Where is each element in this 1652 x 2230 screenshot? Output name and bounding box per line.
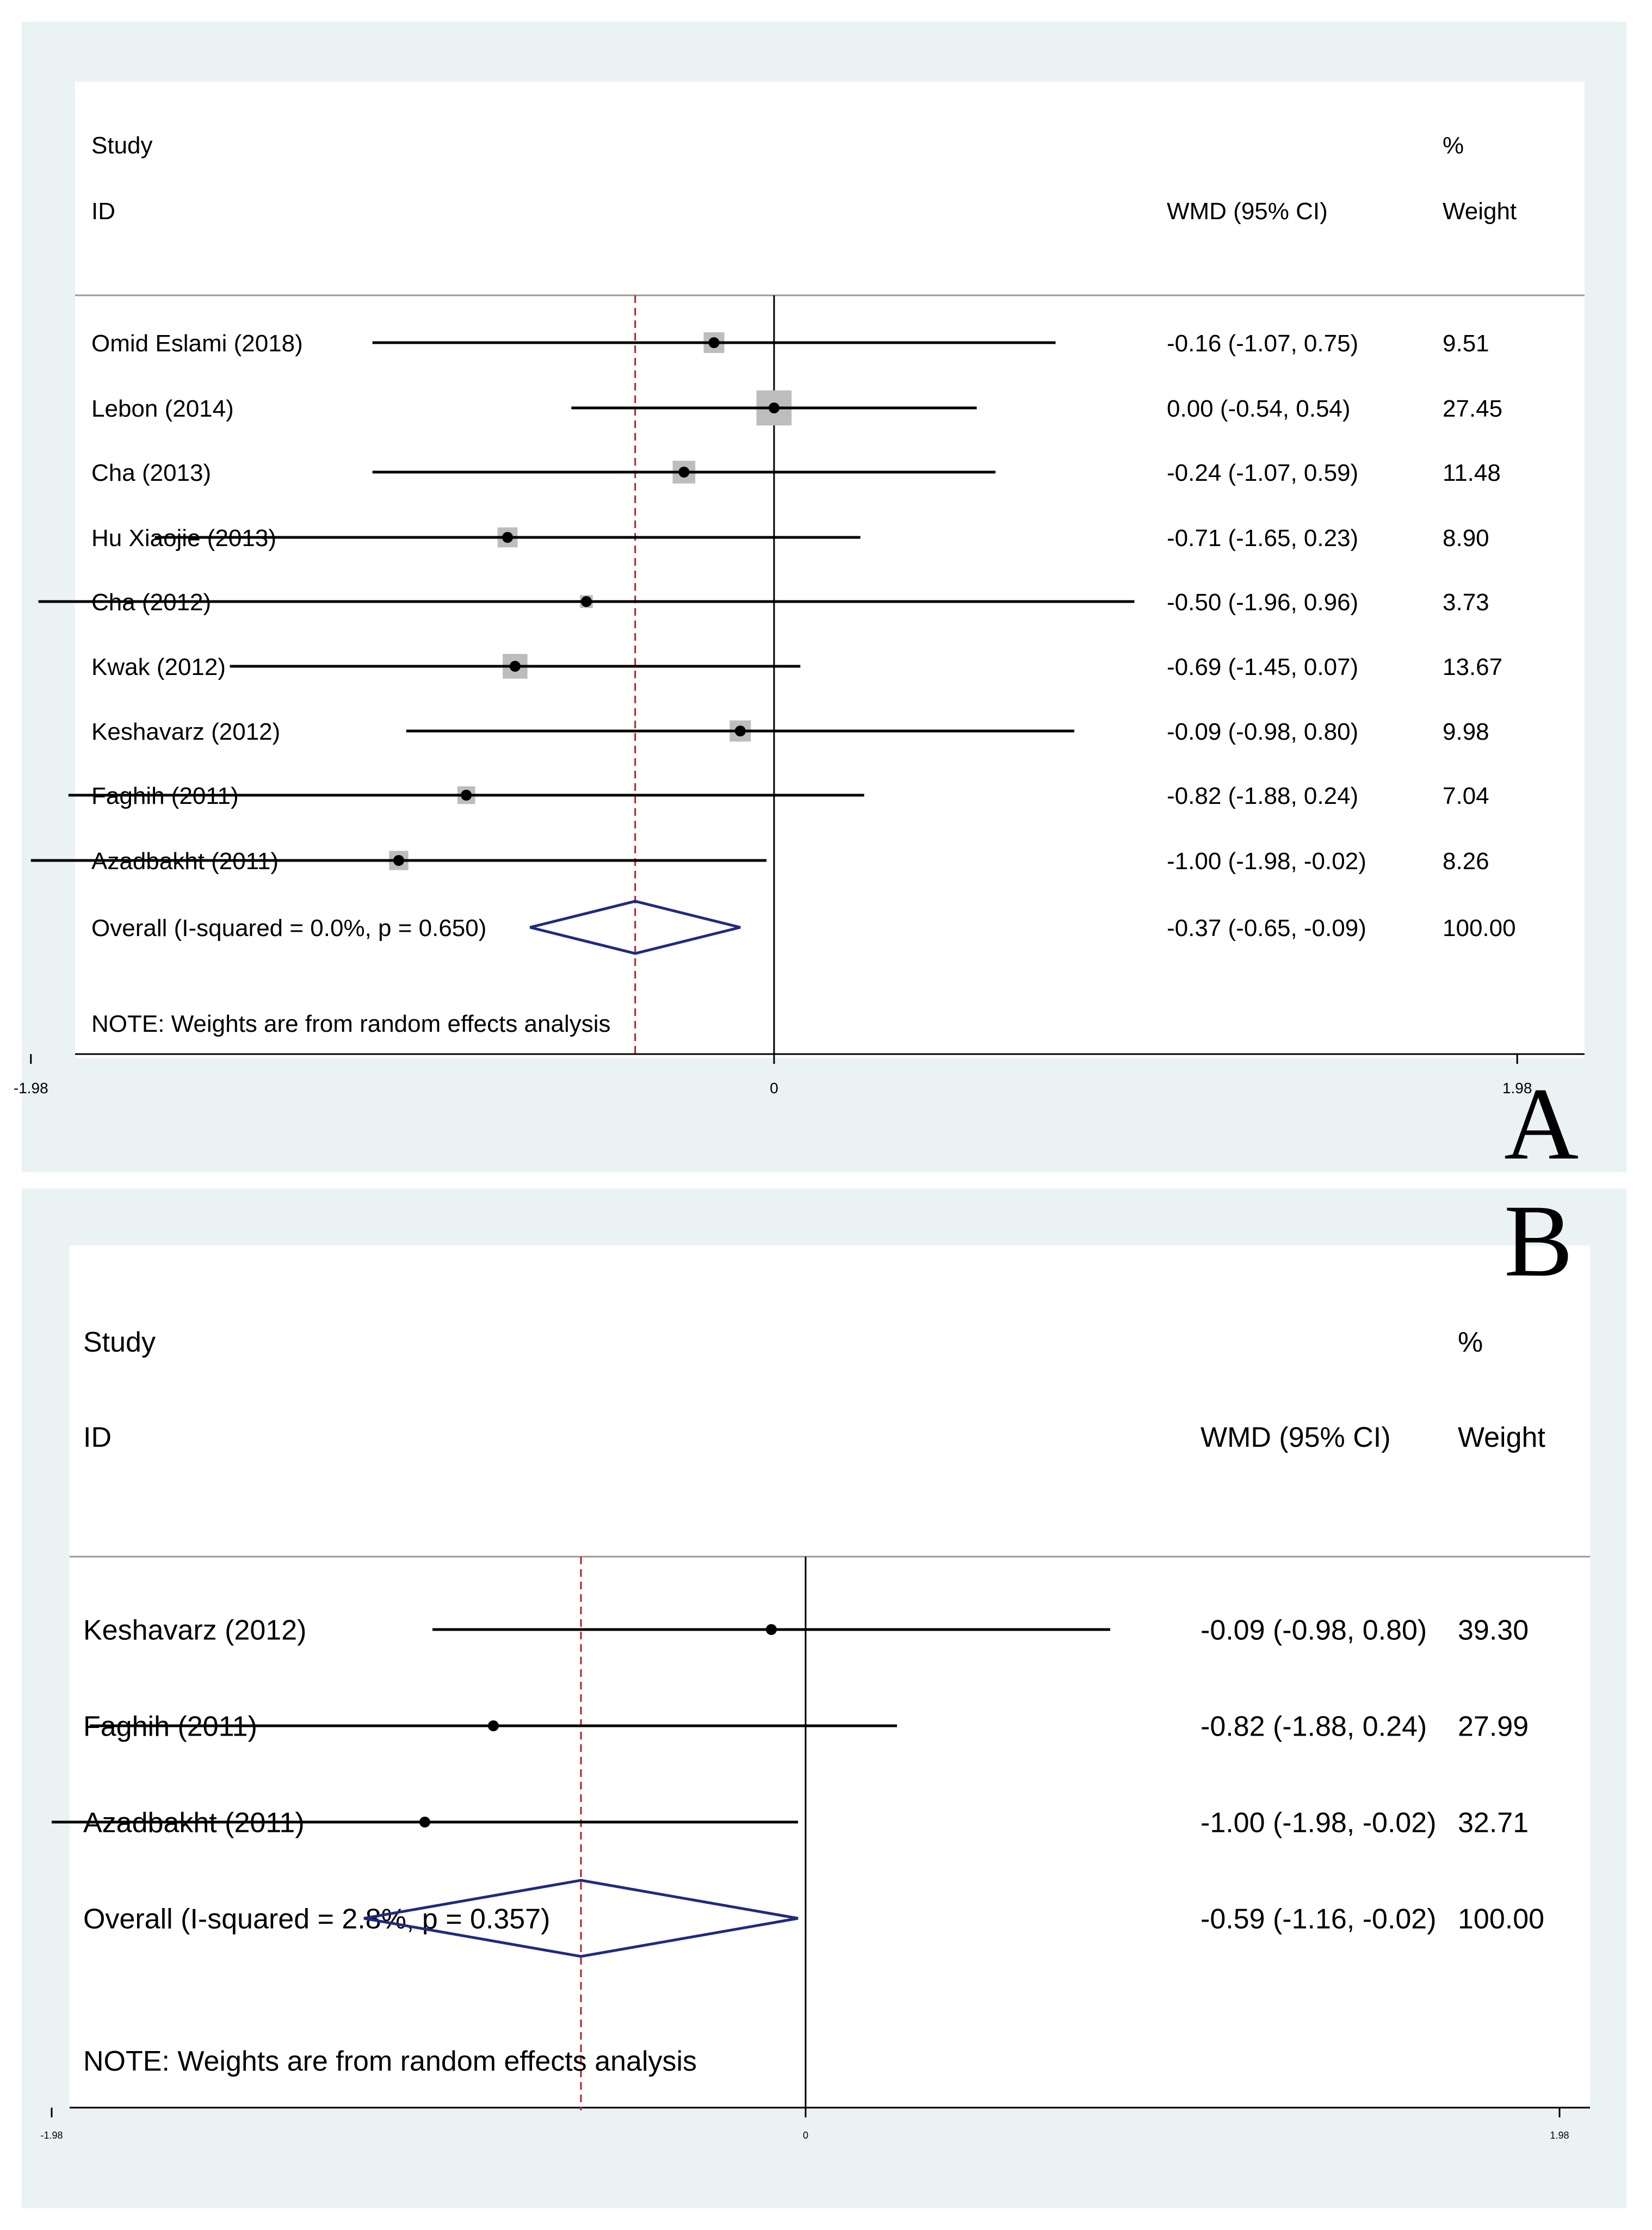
x-axis-tick-label: 1.98 bbox=[1550, 2130, 1569, 2141]
study-label: Cha (2013) bbox=[91, 460, 211, 486]
weight-text: 27.99 bbox=[1458, 1711, 1529, 1743]
x-axis-tick-label: -1.98 bbox=[40, 2130, 63, 2141]
weight-text: 32.71 bbox=[1458, 1807, 1529, 1839]
overall-diamond bbox=[529, 900, 741, 955]
weight-text: 27.45 bbox=[1443, 395, 1502, 422]
overall-weight-text: 100.00 bbox=[1458, 1904, 1544, 1935]
ci-text: -0.24 (-1.07, 0.59) bbox=[1167, 460, 1358, 486]
point-estimate bbox=[509, 661, 521, 672]
header-id-label: ID bbox=[83, 1422, 112, 1453]
x-axis-tick-label: 0 bbox=[803, 2130, 808, 2141]
study-label: Omid Eslami (2018) bbox=[91, 330, 303, 357]
header-weight-label: Weight bbox=[1458, 1422, 1545, 1453]
point-estimate bbox=[581, 596, 592, 607]
study-label: Lebon (2014) bbox=[91, 395, 234, 422]
point-estimate bbox=[678, 467, 690, 478]
overall-diamond bbox=[363, 1879, 799, 1958]
study-label: Kwak (2012) bbox=[91, 654, 226, 680]
study-label: Keshavarz (2012) bbox=[83, 1615, 306, 1646]
point-estimate bbox=[734, 726, 746, 736]
point-estimate bbox=[766, 1624, 777, 1635]
ci-text: -0.82 (-1.88, 0.24) bbox=[1201, 1711, 1427, 1743]
weight-text: 11.48 bbox=[1443, 460, 1501, 486]
weight-text: 8.26 bbox=[1443, 848, 1489, 875]
panel-a-background bbox=[75, 82, 1585, 1058]
overall-label: Overall (I-squared = 2.8%, p = 0.357) bbox=[83, 1904, 550, 1935]
weight-text: 13.67 bbox=[1443, 654, 1502, 680]
overall-ci-text: -0.37 (-0.65, -0.09) bbox=[1167, 915, 1366, 941]
ci-text: -0.50 (-1.96, 0.96) bbox=[1167, 589, 1358, 616]
ci-text: -1.00 (-1.98, -0.02) bbox=[1201, 1807, 1437, 1839]
weight-text: 9.98 bbox=[1443, 718, 1489, 745]
header-study-label: Study bbox=[91, 132, 153, 159]
panel-label-b: B bbox=[1504, 1184, 1573, 1298]
overall-label: Overall (I-squared = 0.0%, p = 0.650) bbox=[91, 915, 486, 941]
header-id-label: ID bbox=[91, 198, 115, 225]
ci-text: -0.69 (-1.45, 0.07) bbox=[1167, 654, 1358, 680]
point-estimate bbox=[708, 337, 720, 348]
header-weight-label: Weight bbox=[1443, 198, 1517, 225]
panel-b-background bbox=[70, 1246, 1590, 2108]
point-estimate bbox=[461, 790, 472, 801]
point-estimate bbox=[393, 855, 404, 866]
header-percent-label: % bbox=[1458, 1327, 1483, 1358]
x-axis-tick-label: 1.98 bbox=[1502, 1080, 1532, 1097]
panel-label-a: A bbox=[1504, 1067, 1579, 1181]
point-estimate bbox=[769, 402, 779, 413]
weight-text: 8.90 bbox=[1443, 525, 1489, 552]
weight-text: 3.73 bbox=[1443, 589, 1489, 616]
header-study-label: Study bbox=[83, 1327, 156, 1358]
forest-plot-a: Study ID WMD (95% CI) % Weight -1.98 0 1.9… bbox=[14, 132, 1585, 1181]
ci-text: 0.00 (-0.54, 0.54) bbox=[1167, 395, 1351, 422]
forest-plot-b: Study ID WMD (95% CI) % Weight -1.98 0 1.9… bbox=[40, 1184, 1590, 2141]
overall-weight-text: 100.00 bbox=[1443, 915, 1516, 941]
note-text: NOTE: Weights are from random effects an… bbox=[83, 2046, 697, 2077]
weight-text: 39.30 bbox=[1458, 1615, 1529, 1646]
weight-text: 7.04 bbox=[1443, 783, 1489, 809]
header-effect-label: WMD (95% CI) bbox=[1201, 1422, 1391, 1453]
ci-text: -0.82 (-1.88, 0.24) bbox=[1167, 783, 1358, 809]
point-estimate bbox=[419, 1817, 430, 1828]
ci-text: -0.16 (-1.07, 0.75) bbox=[1167, 330, 1358, 357]
header-effect-label: WMD (95% CI) bbox=[1167, 198, 1328, 225]
header-percent-label: % bbox=[1443, 132, 1464, 159]
weight-text: 9.51 bbox=[1443, 330, 1489, 357]
x-axis-tick-label: -1.98 bbox=[14, 1080, 48, 1097]
ci-text: -1.00 (-1.98, -0.02) bbox=[1167, 848, 1366, 875]
x-axis-tick-label: 0 bbox=[770, 1080, 778, 1097]
point-estimate bbox=[488, 1720, 499, 1731]
overall-ci-text: -0.59 (-1.16, -0.02) bbox=[1201, 1904, 1437, 1935]
note-text: NOTE: Weights are from random effects an… bbox=[91, 1011, 611, 1037]
ci-text: -0.09 (-0.98, 0.80) bbox=[1167, 718, 1358, 745]
ci-text: -0.09 (-0.98, 0.80) bbox=[1201, 1615, 1427, 1646]
study-label: Keshavarz (2012) bbox=[91, 718, 280, 745]
point-estimate bbox=[502, 532, 513, 543]
ci-text: -0.71 (-1.65, 0.23) bbox=[1167, 525, 1358, 552]
